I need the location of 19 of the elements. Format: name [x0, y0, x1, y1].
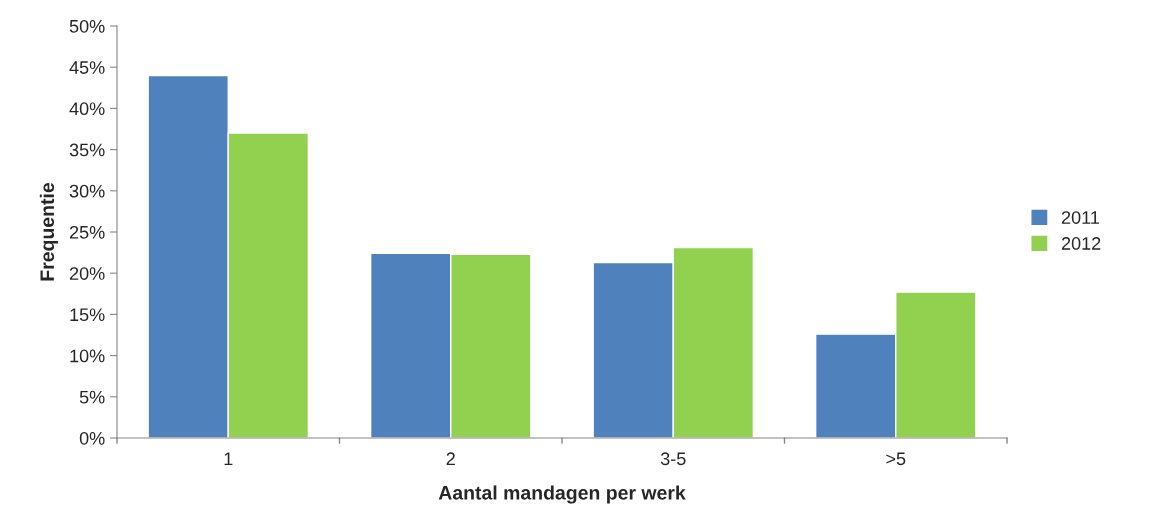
legend-label: 2011 [1061, 211, 1099, 224]
x-tick-label: 1 [224, 452, 233, 465]
y-tick-label: 40% [69, 102, 105, 116]
y-tick-label: 10% [70, 349, 105, 363]
y-tick-label: 25% [69, 225, 105, 239]
y-tick-label: 30% [69, 184, 105, 198]
x-tick-label: 2 [446, 452, 455, 465]
y-tick-label: 5% [79, 390, 105, 404]
x-tick-label: >5 [886, 452, 906, 466]
x-tick-label: 3-5 [660, 452, 686, 466]
y-tick-label: 50% [69, 19, 105, 33]
legend-label: 2012 [1061, 237, 1101, 250]
x-axis-title: Aantal mandagen per werk [438, 485, 686, 504]
y-tick-label: 35% [69, 143, 105, 157]
y-tick-label: 0% [79, 431, 105, 445]
y-tick-label: 45% [69, 61, 105, 74]
y-axis-title: Frequentie [39, 182, 58, 281]
y-tick-label: 20% [69, 267, 105, 280]
y-tick-label: 15% [70, 308, 105, 322]
